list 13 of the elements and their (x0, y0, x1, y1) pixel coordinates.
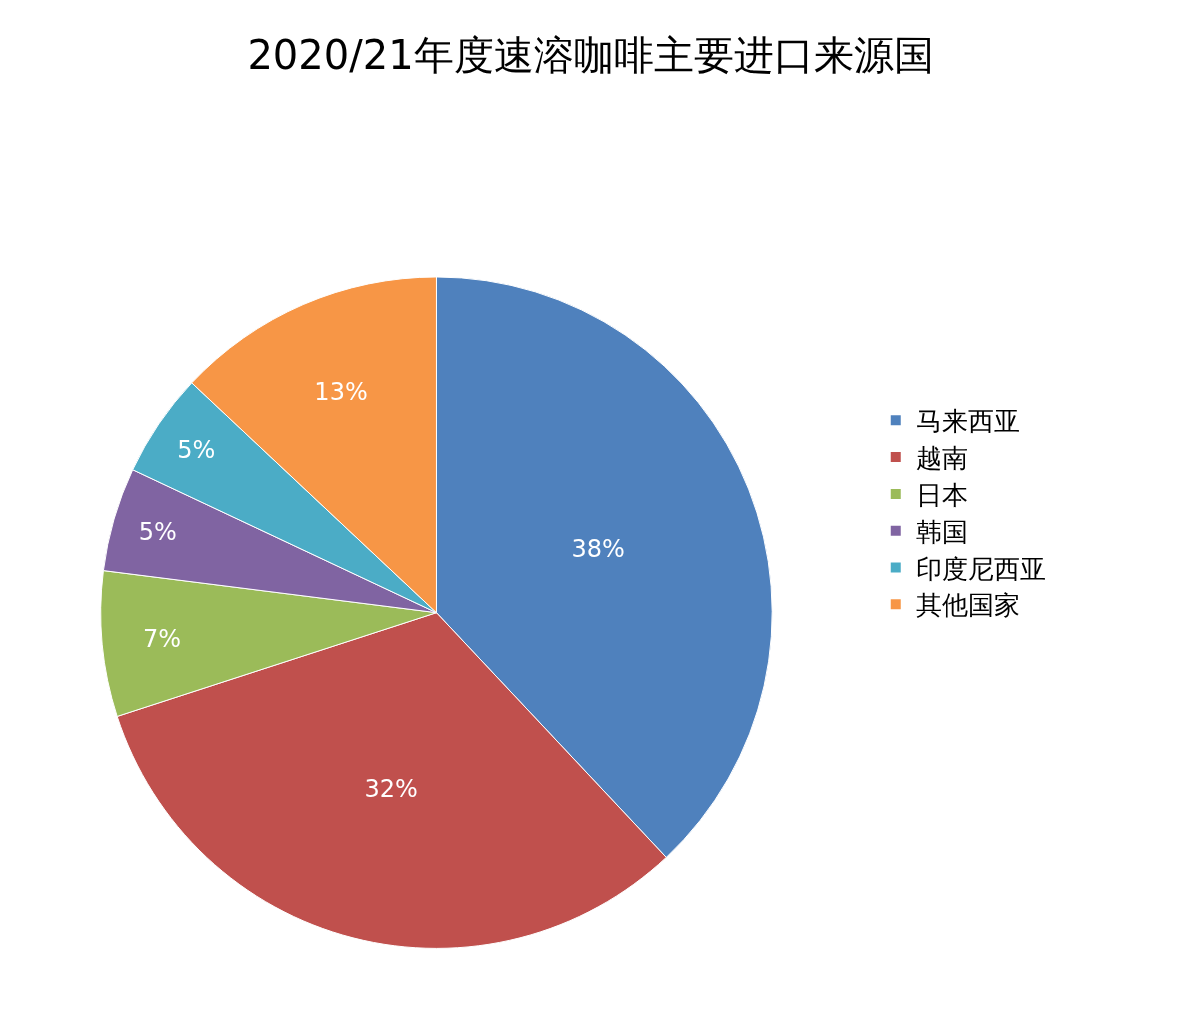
legend-label: 韩国 (915, 516, 968, 547)
data-label: 13% (314, 378, 368, 407)
legend-label: 印度尼西亚 (915, 553, 1046, 584)
legend-label: 越南 (915, 443, 968, 474)
data-label: 32% (364, 774, 418, 803)
legend-label: 日本 (915, 480, 968, 511)
legend-label: 马来西亚 (915, 406, 1020, 437)
legend-label: 其他国家 (915, 590, 1020, 621)
chart-title: 2020/21年度速溶咖啡主要进口来源国 (247, 32, 934, 79)
data-label: 38% (571, 534, 625, 563)
data-label: 5% (138, 517, 177, 546)
data-label: 7% (143, 624, 182, 653)
data-label: 5% (177, 435, 216, 464)
